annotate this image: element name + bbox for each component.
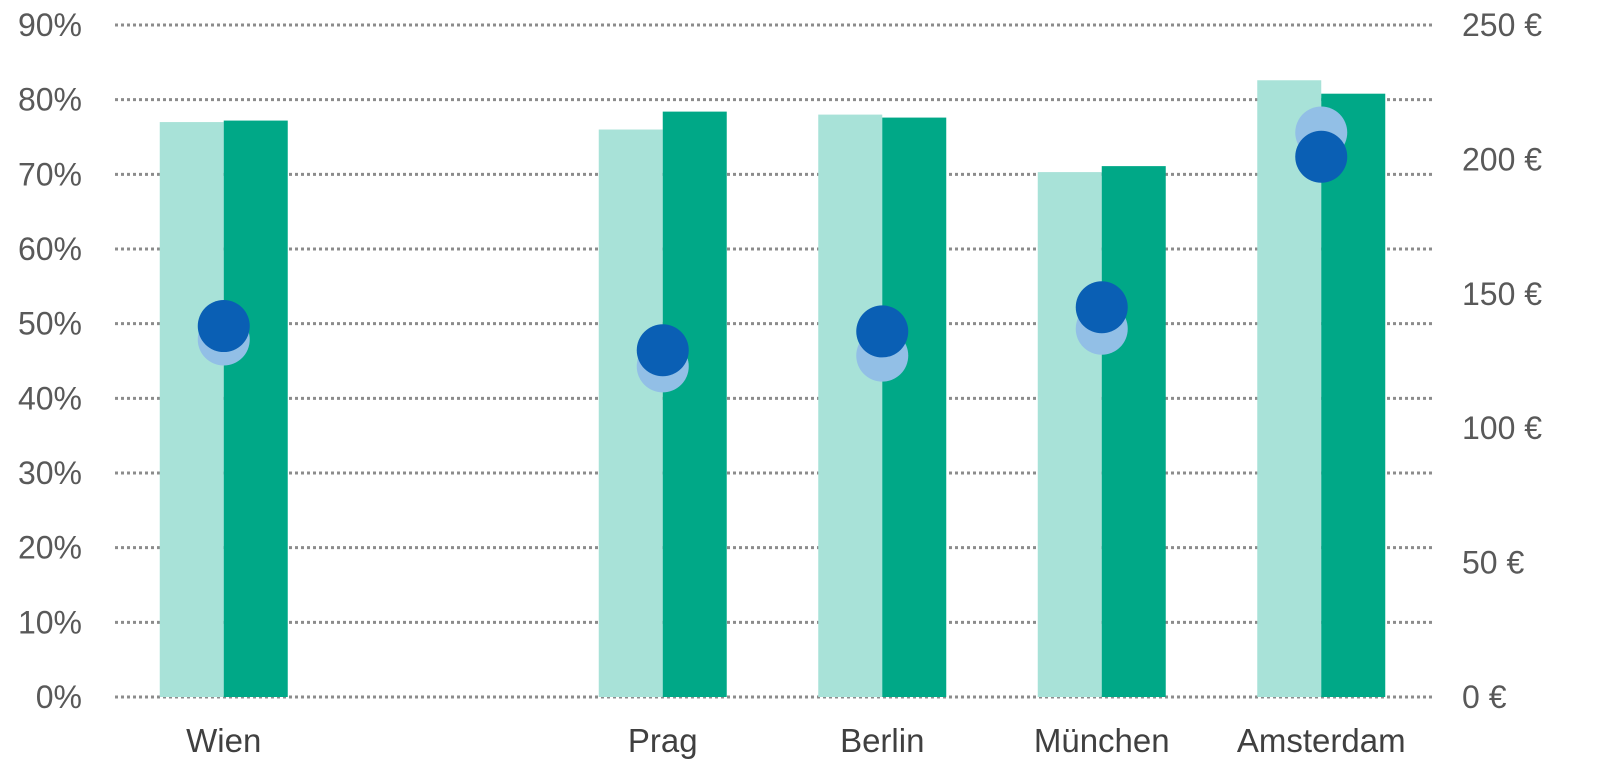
data-point: [636, 324, 689, 377]
y-left-tick-label: 20%: [18, 530, 82, 566]
right-axis: 0 € 50 € 100 € 150 € 200 € 250 €: [1462, 7, 1542, 715]
left-axis: 0% 10% 20% 30% 40% 50% 60% 70% 80% 90%: [18, 7, 82, 715]
y-left-tick-label: 10%: [18, 604, 82, 640]
bar: [1321, 93, 1386, 697]
data-point: [1295, 130, 1348, 183]
bar: [598, 129, 663, 698]
bar: [1037, 172, 1102, 698]
bar: [159, 122, 224, 698]
y-left-tick-label: 90%: [18, 7, 82, 43]
y-left-tick-label: 40%: [18, 380, 82, 416]
bar: [818, 114, 883, 698]
y-right-tick-label: 100 €: [1462, 410, 1542, 446]
bar: [662, 111, 727, 697]
data-point: [1075, 281, 1128, 334]
x-tick-label: Amsterdam: [1237, 722, 1406, 759]
y-right-tick-label: 50 €: [1462, 545, 1524, 581]
y-left-tick-label: 60%: [18, 231, 82, 267]
data-point: [856, 305, 909, 358]
y-left-tick-label: 0%: [36, 679, 82, 715]
bar: [1101, 166, 1166, 697]
y-right-tick-label: 0 €: [1462, 679, 1507, 715]
y-left-tick-label: 70%: [18, 156, 82, 192]
bar: [223, 120, 288, 697]
bar: [1257, 80, 1322, 697]
y-left-tick-label: 50%: [18, 306, 82, 342]
y-left-tick-label: 30%: [18, 455, 82, 491]
y-right-tick-label: 150 €: [1462, 276, 1542, 312]
dot-layer: [197, 106, 1348, 393]
gridlines: [115, 23, 1432, 699]
y-right-tick-label: 250 €: [1462, 7, 1542, 43]
y-left-tick-label: 80%: [18, 82, 82, 118]
x-axis: Wien Prag Berlin München Amsterdam: [186, 722, 1405, 759]
bar: [882, 117, 947, 697]
x-tick-label: Prag: [628, 722, 698, 759]
x-tick-label: München: [1034, 722, 1170, 759]
bar-layer: [159, 80, 1386, 698]
y-right-tick-label: 200 €: [1462, 141, 1542, 177]
x-tick-label: Wien: [186, 722, 261, 759]
data-point: [197, 300, 250, 353]
x-tick-label: Berlin: [840, 722, 924, 759]
